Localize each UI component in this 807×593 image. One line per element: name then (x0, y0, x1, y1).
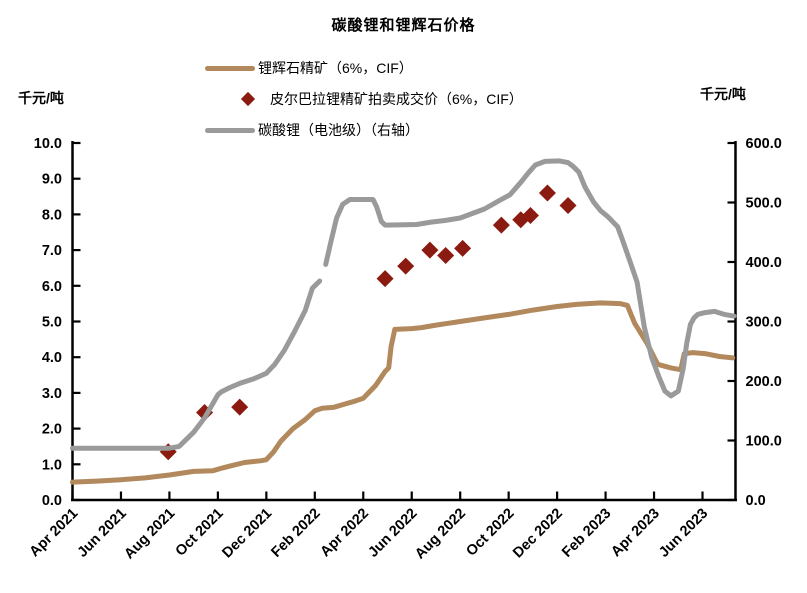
auction-diamond-marker (492, 216, 510, 234)
right-tick-label: 0.0 (746, 493, 766, 509)
lithium-carbonate-line-series (70, 158, 737, 451)
x-tick-label: Oct 2022 (463, 506, 517, 560)
right-tick-label: 300.0 (746, 315, 782, 331)
legend-item-auction: 皮尔巴拉锂精矿拍卖成交价（6%，CIF） (205, 91, 523, 107)
left-tick-label: 1.0 (42, 457, 62, 473)
auction-diamond-marker (521, 206, 539, 224)
x-tick-label: Feb 2023 (559, 506, 614, 561)
left-tick-label: 0.0 (42, 493, 62, 509)
left-tick-label: 3.0 (42, 386, 62, 402)
right-axis-unit-label: 千元/吨 (700, 86, 746, 102)
left-tick-label: 9.0 (42, 172, 62, 188)
x-tick-label: Apr 2021 (27, 506, 82, 561)
legend-item-carbonate: 碳酸锂（电池级）（右轴） (205, 122, 523, 138)
legend-item-spodumene: 锂辉石精矿（6%，CIF） (205, 60, 523, 76)
auction-diamond-marker (559, 196, 577, 214)
right-tick-label: 500.0 (746, 196, 782, 212)
left-tick-label: 5.0 (42, 315, 62, 331)
left-tick-label: 6.0 (42, 279, 62, 295)
x-tick-label: Apr 2022 (317, 506, 372, 561)
spodumene-line-series (70, 300, 736, 485)
x-tick-label: Dec 2022 (510, 506, 566, 562)
left-tick-label: 4.0 (42, 350, 62, 366)
auction-diamond-marker (538, 184, 556, 202)
x-tick-label: Jun 2023 (656, 506, 711, 561)
left-tick-label: 7.0 (42, 243, 62, 259)
left-tick-label: 2.0 (42, 422, 62, 438)
right-tick-label: 600.0 (746, 136, 782, 152)
right-tick-label: 200.0 (746, 374, 782, 390)
left-axis-ticks: 0.0 1.0 2.0 3.0 4.0 5.0 6.0 7.0 8.0 9.0 10.0 (34, 136, 81, 509)
legend-label-spodumene: 锂辉石精矿（6%，CIF） (258, 60, 413, 76)
spodumene-line-swatch-icon (205, 65, 255, 71)
legend-label-carbonate: 碳酸锂（电池级）（右轴） (258, 122, 419, 138)
auction-diamond-marker (454, 239, 472, 257)
right-axis-ticks: 0.0 100.0 200.0 300.0 400.0 500.0 600.0 (727, 136, 782, 509)
x-tick-label: Dec 2021 (219, 506, 275, 562)
x-tick-label: Oct 2021 (173, 506, 227, 560)
right-tick-label: 100.0 (746, 434, 782, 450)
carbonate-line-swatch-icon (205, 127, 255, 133)
auction-diamond-marker (397, 257, 415, 275)
auction-diamond-marker (437, 246, 455, 264)
pilbara-auction-points (159, 184, 577, 461)
auction-diamond-marker (421, 241, 439, 259)
chart-legend: 锂辉石精矿（6%，CIF） 皮尔巴拉锂精矿拍卖成交价（6%，CIF） 碳酸锂（电… (205, 60, 523, 138)
left-tick-label: 8.0 (42, 207, 62, 223)
chart-title: 碳酸锂和锂辉石价格 (331, 17, 476, 34)
x-tick-label: Feb 2022 (268, 506, 323, 561)
x-tick-label: Aug 2021 (121, 506, 178, 563)
auction-diamond-marker (376, 270, 394, 288)
x-tick-label: Apr 2023 (608, 506, 663, 561)
auction-diamond-marker (231, 398, 249, 416)
right-tick-label: 400.0 (746, 255, 782, 271)
x-tick-label: Aug 2022 (412, 506, 469, 563)
left-tick-label: 10.0 (34, 136, 62, 152)
left-axis-unit-label: 千元/吨 (18, 90, 64, 106)
legend-label-auction: 皮尔巴拉锂精矿拍卖成交价（6%，CIF） (270, 91, 523, 107)
